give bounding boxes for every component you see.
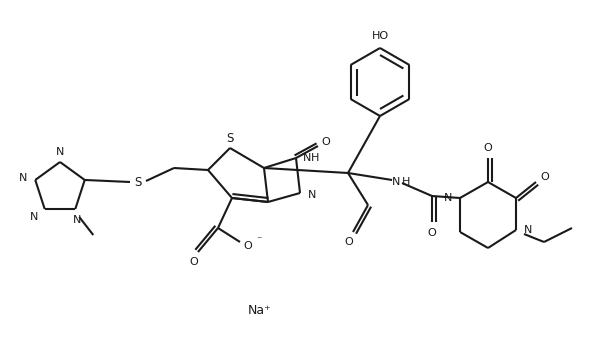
Text: S: S (134, 176, 142, 189)
Text: S: S (226, 132, 233, 144)
Text: N: N (308, 190, 316, 200)
Text: O: O (427, 228, 437, 238)
Text: H: H (402, 177, 410, 187)
Text: Na⁺: Na⁺ (248, 304, 272, 317)
Text: O: O (345, 237, 353, 247)
Text: H: H (311, 153, 319, 163)
Text: N: N (444, 193, 452, 203)
Text: N: N (30, 212, 38, 222)
Text: N: N (392, 177, 400, 187)
Text: O: O (244, 241, 252, 251)
Text: ⁻: ⁻ (256, 235, 262, 245)
Text: N: N (303, 153, 311, 163)
Text: HO: HO (371, 31, 389, 41)
Text: N: N (19, 173, 27, 183)
Text: N: N (524, 225, 532, 235)
Text: N: N (73, 215, 81, 225)
Text: O: O (190, 257, 198, 267)
Text: O: O (541, 172, 550, 182)
Text: O: O (483, 143, 492, 153)
Text: N: N (56, 147, 64, 157)
Text: O: O (322, 137, 330, 147)
